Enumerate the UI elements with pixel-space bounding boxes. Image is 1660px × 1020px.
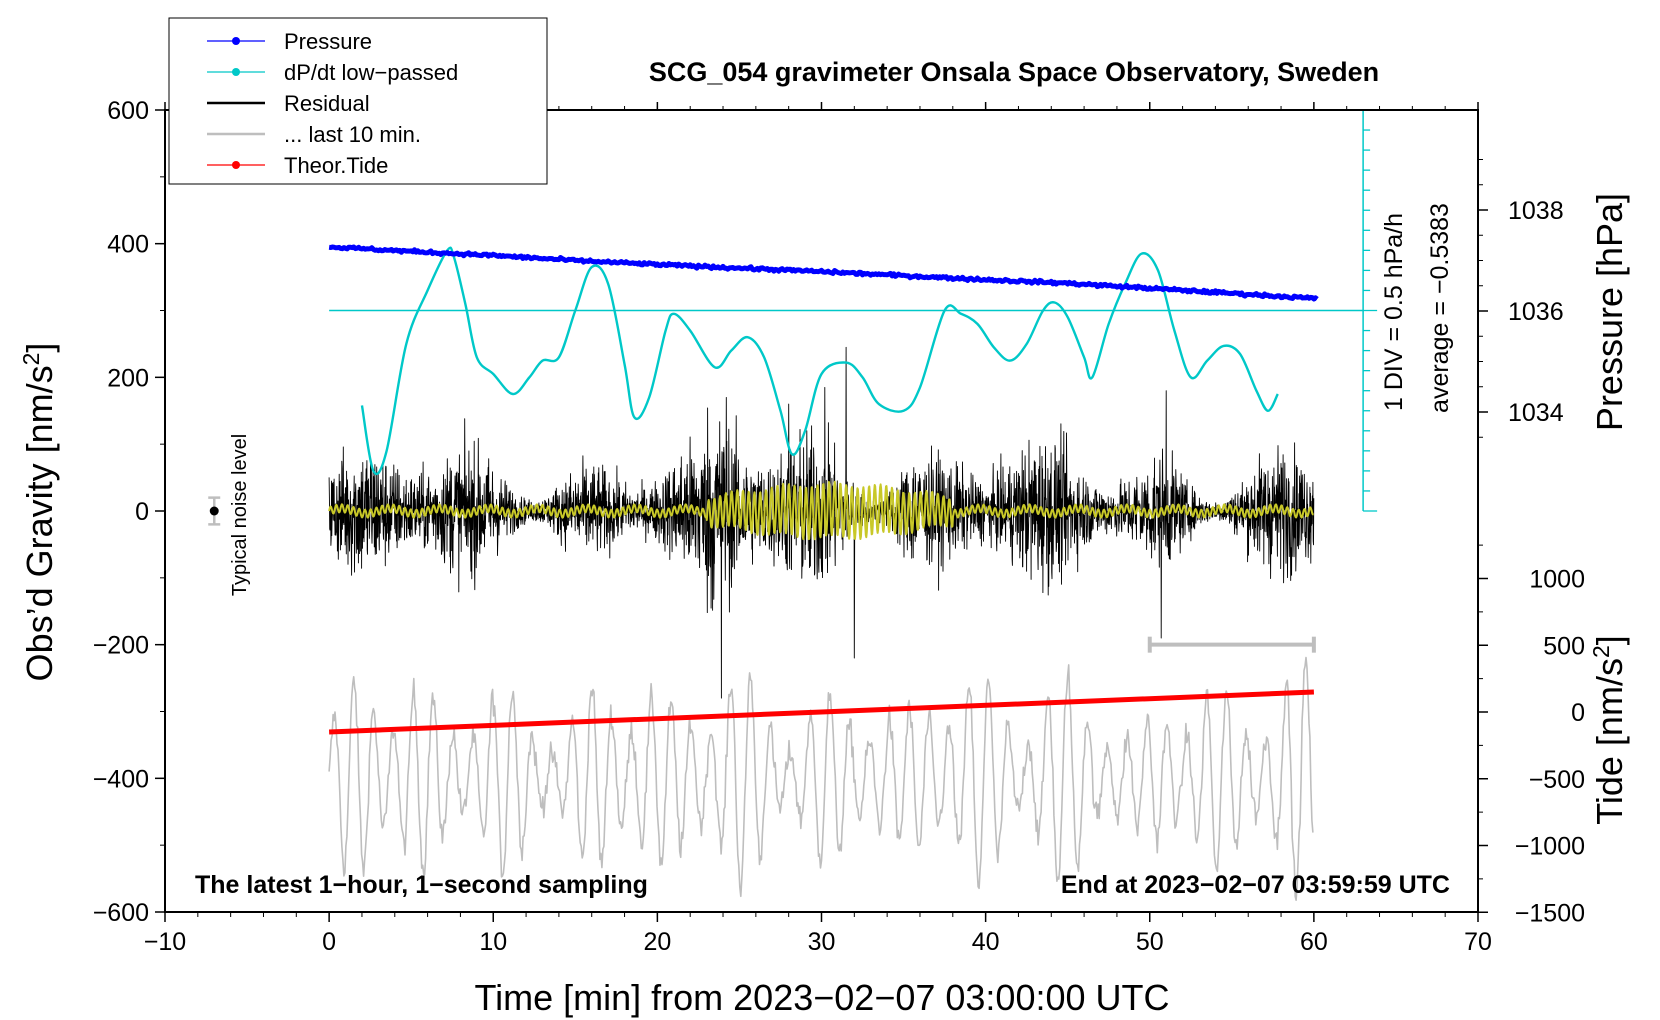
y-axis-label-tide-sup: 2 <box>1588 645 1614 658</box>
pressure-tick-label: 1038 <box>1508 197 1564 225</box>
residual-lowpassed-line <box>328 480 1314 541</box>
y-axis-label-gravity-suffix: ] <box>19 343 60 353</box>
pressure-series <box>328 244 1319 302</box>
x-tick-label: 0 <box>322 928 336 956</box>
legend-marker <box>232 37 240 45</box>
legend-label: Residual <box>284 91 370 116</box>
legend-label: Theor.Tide <box>284 153 388 178</box>
y-tick-label: 0 <box>135 498 149 526</box>
y-tick-label: −200 <box>93 632 149 660</box>
x-tick-label: 60 <box>1300 928 1328 956</box>
y-axis-label-tide-suffix: ] <box>1589 635 1630 645</box>
noise-level-label: Typical noise level <box>229 434 251 596</box>
last-10-min-series <box>328 656 1314 902</box>
footer-right: End at 2023−02−07 03:59:59 UTC <box>1061 871 1450 899</box>
y-tick-label: 600 <box>107 97 149 125</box>
dpdt-line <box>360 246 1279 476</box>
dpdt-series <box>329 109 1378 512</box>
chart-title: SCG_054 gravimeter Onsala Space Observat… <box>649 57 1379 87</box>
pressure-tick-label: 1034 <box>1508 399 1564 427</box>
x-tick-label: 70 <box>1464 928 1492 956</box>
x-tick-label: −10 <box>144 928 186 956</box>
y-axis-label-gravity-prefix: Obs’d Gravity [nm/s <box>19 365 60 681</box>
legend-entries: Pressure dP/dt low−passed Residual ... last… <box>207 29 458 178</box>
y-tick-label: 400 <box>107 231 149 259</box>
x-tick-label: 40 <box>972 928 1000 956</box>
dpdt-average-label: average = −0.5383 <box>1426 203 1454 413</box>
noise-level-point <box>209 506 219 516</box>
residual-series <box>328 346 1315 699</box>
annotations <box>208 496 1316 653</box>
x-axis-label: Time [min] from 2023−02−07 03:00:00 UTC <box>474 977 1169 1018</box>
legend-label: ... last 10 min. <box>284 122 421 147</box>
tide-tick-label: 0 <box>1571 699 1585 727</box>
y-axis-label-tide-prefix: Tide [nm/s <box>1589 658 1630 825</box>
residual-line <box>328 346 1315 699</box>
legend-box <box>168 17 548 185</box>
tide-tick-label: −1000 <box>1515 833 1585 861</box>
tide-tick-label: −1500 <box>1515 899 1585 927</box>
legend-label: dP/dt low−passed <box>284 60 458 85</box>
legend-marker <box>232 68 240 76</box>
tide-tick-label: 500 <box>1543 632 1585 660</box>
footer-left: The latest 1−hour, 1−second sampling <box>195 871 648 899</box>
y-tick-label: −400 <box>93 765 149 793</box>
tide-tick-label: −500 <box>1529 766 1585 794</box>
theoretical-tide-series <box>328 689 1315 735</box>
legend-marker <box>232 161 240 169</box>
y-tick-label: −600 <box>93 899 149 927</box>
y-axis-label-pressure: Pressure [hPa] <box>1589 193 1630 431</box>
legend-label: Pressure <box>284 29 372 54</box>
x-tick-label: 10 <box>479 928 507 956</box>
y-tick-label: 200 <box>107 364 149 392</box>
pressure-tick-label: 1036 <box>1508 298 1564 326</box>
tide-line <box>328 689 1315 735</box>
y-axis-label-tide: Tide [nm/s2] <box>1588 635 1630 825</box>
pressure-line <box>328 244 1319 302</box>
y-axis-label-gravity: Obs’d Gravity [nm/s2] <box>18 343 60 682</box>
last-10-min-line <box>328 656 1314 902</box>
x-tick-label: 30 <box>808 928 836 956</box>
axes: −10 0 10 20 30 40 50 60 70 −600 −400 −200 0 200 400 600… <box>93 97 1585 956</box>
dpdt-scale-label: 1 DIV = 0.5 hPa/h <box>1380 213 1408 411</box>
y-axis-label-gravity-sup: 2 <box>18 353 44 366</box>
legend: Pressure dP/dt low−passed Residual ... last… <box>168 17 548 185</box>
tide-tick-label: 1000 <box>1529 566 1585 594</box>
residual-lowpassed-series <box>328 480 1314 541</box>
x-tick-label: 50 <box>1136 928 1164 956</box>
x-tick-label: 20 <box>643 928 671 956</box>
